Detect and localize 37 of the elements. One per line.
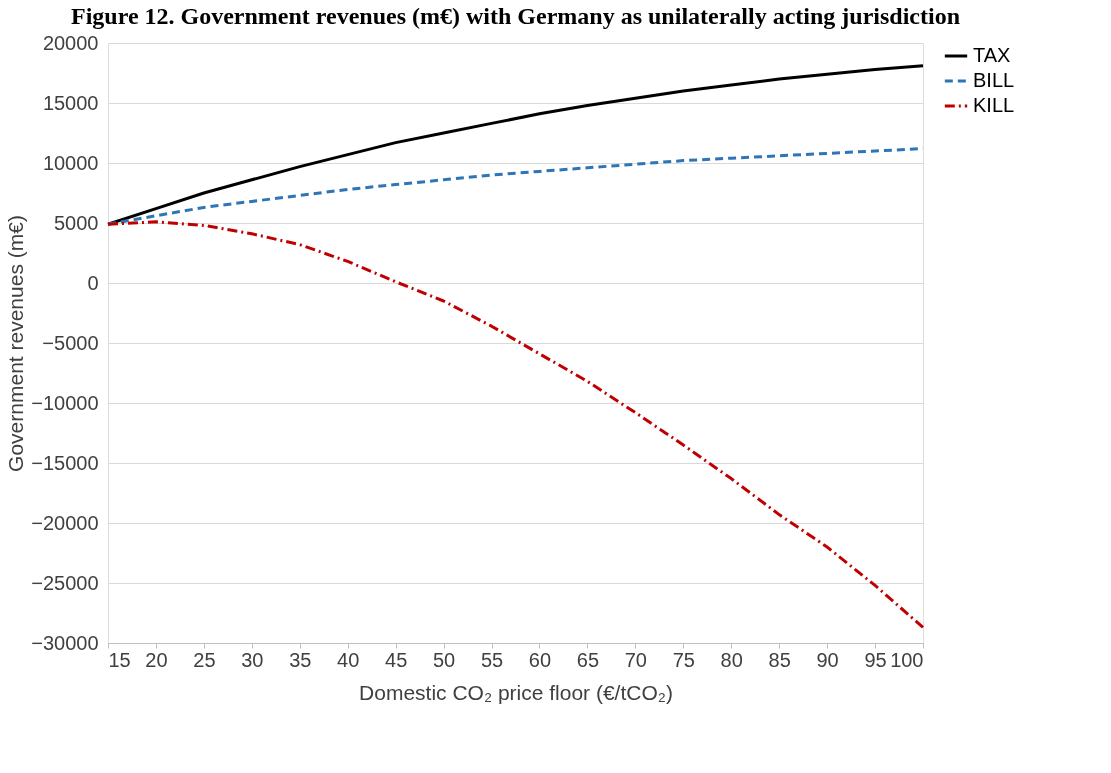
line-series xyxy=(106,64,925,226)
y-tick-label: −20000 xyxy=(31,511,99,534)
legend-label: TAX xyxy=(973,44,1011,66)
x-tick-label: 80 xyxy=(720,648,743,671)
x-tick-label: 15 xyxy=(108,648,131,671)
x-tick-label: 100 xyxy=(890,648,924,671)
x-tick-label: 65 xyxy=(576,648,600,671)
y-tick-label: 0 xyxy=(87,271,99,294)
x-tick-label: 90 xyxy=(816,648,839,671)
y-tick-label: −30000 xyxy=(31,631,99,654)
x-tick-label: 20 xyxy=(145,648,168,671)
y-tick-label: 5000 xyxy=(54,211,99,234)
legend-label: KILL xyxy=(973,94,1015,116)
y-tick-label: −15000 xyxy=(31,451,99,474)
y-tick-label: 10000 xyxy=(42,151,99,174)
x-tick-label: 55 xyxy=(480,648,504,671)
x-tick-label: 60 xyxy=(528,648,552,671)
y-tick-label: 20000 xyxy=(42,31,99,54)
x-tick-label: 50 xyxy=(432,648,456,671)
y-tick-label: 15000 xyxy=(42,91,99,114)
chart-title: Figure 12. Government revenues (m€) with Germany as unilaterally acting jurisdiction xyxy=(70,3,961,29)
x-tick-label: 75 xyxy=(672,648,695,671)
y-tick-label: −5000 xyxy=(42,331,99,354)
x-tick-label: 40 xyxy=(337,648,360,671)
y-axis-title: Government revenues (m€) xyxy=(4,215,28,472)
x-tick-label: 35 xyxy=(289,648,312,671)
legend-label: BILL xyxy=(973,69,1015,91)
y-tick-label: −25000 xyxy=(31,571,99,594)
x-tick-label: 45 xyxy=(385,648,408,671)
x-tick-label: 30 xyxy=(241,648,264,671)
x-tick-label: 95 xyxy=(864,648,887,671)
x-tick-label: 85 xyxy=(768,648,791,671)
line-series xyxy=(106,220,925,629)
x-tick-label: 70 xyxy=(624,648,647,671)
x-axis-title: Domestic CO₂ price floor (€/tCO₂) xyxy=(359,680,673,704)
y-tick-label: −10000 xyxy=(31,391,99,414)
x-tick-label: 25 xyxy=(193,648,216,671)
